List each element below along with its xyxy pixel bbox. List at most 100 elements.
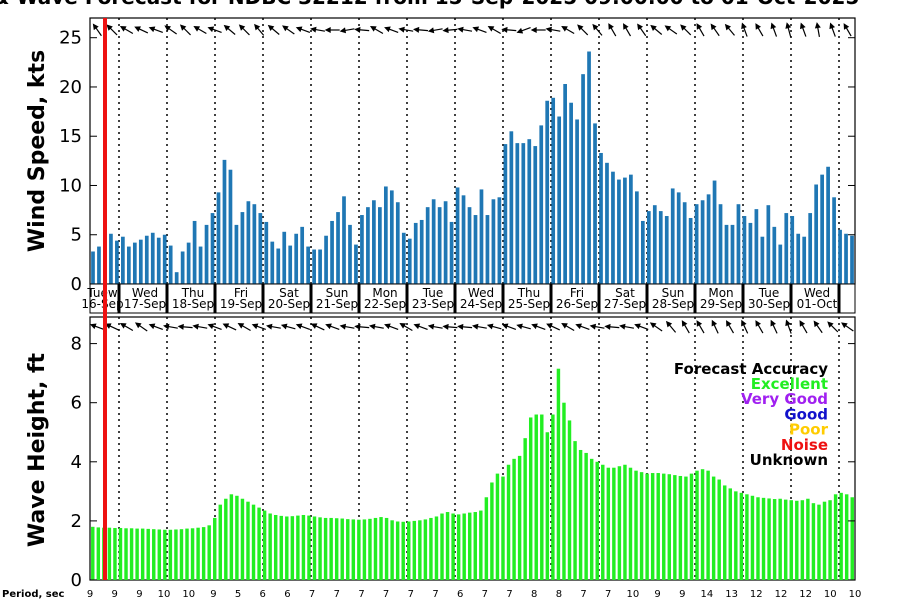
direction-arrow-icon [604,323,620,330]
bar [252,204,257,284]
bar [484,497,489,580]
bar [562,402,566,580]
day-divider [789,284,793,313]
bar [473,215,478,284]
period-tick-label: 12 [799,589,812,600]
bar [162,234,167,284]
bar [761,497,766,580]
bar [372,200,376,284]
bar [307,515,311,580]
day-date-label: 30-Sep [748,297,790,311]
direction-arrow-icon [561,26,575,35]
bar [336,212,340,284]
bar [606,467,611,580]
y-tick-label: 25 [59,28,82,49]
direction-arrow-icon [770,22,778,37]
bar [783,499,788,580]
bar [91,526,95,580]
wind-y-ticks: 0 5 10 15 20 25 [59,28,855,295]
bar [264,221,269,284]
period-tick-label: 8 [556,589,562,600]
bar [623,464,627,580]
bar [144,235,149,284]
bar [251,504,256,580]
direction-arrow-icon [238,24,250,36]
bar [551,97,556,284]
bar [180,251,185,284]
bar [645,473,649,580]
bar [736,204,741,284]
direction-arrow-icon [561,323,575,332]
day-divider [837,284,841,313]
bar [91,251,95,284]
bar [258,213,263,284]
bar [234,224,239,284]
direction-arrow-icon [486,323,502,330]
bar [712,180,717,284]
bar [605,162,609,284]
direction-arrow-icon [472,26,487,33]
bar [589,458,594,580]
bar [113,527,117,580]
bar [545,432,550,580]
bar [210,213,215,284]
direction-arrow-icon [592,23,603,36]
bar [778,244,783,284]
bar [294,233,299,284]
bar [445,512,450,580]
legend-entry: Noise [781,436,828,454]
direction-arrow-icon [530,27,546,33]
bar [646,211,651,284]
day-divider [213,284,217,313]
bar [750,495,755,580]
direction-arrow-icon [369,323,384,330]
bar [146,528,150,580]
direction-arrow-icon [148,26,163,33]
day-date-label: 27-Sep [604,297,646,311]
bar [207,525,211,580]
bar [157,529,162,580]
day-name-label: Fri [570,286,584,300]
bar [573,441,577,580]
day-date-label: 26-Sep [556,297,598,311]
direction-arrow-icon [680,24,692,36]
direction-arrow-icon [843,23,852,37]
bar [246,201,251,284]
bar [185,528,189,580]
bar [228,169,233,284]
bar [512,458,516,580]
bar [240,498,245,580]
direction-arrow-icon [577,24,589,36]
bar [811,503,816,580]
bar [640,220,645,284]
bar [658,211,663,284]
period-tick-labels: 9 9 9 10 10 9 5 6 6 7 7 7 7 7 7 6 7 7 8 8 7 7 10 9 9 14 13 12 12 12 10… [87,589,862,600]
direction-arrow-icon [310,323,325,331]
day-name-label: Thu [181,286,205,300]
bar [611,171,615,284]
bar [318,249,322,284]
bar [407,238,412,284]
wave-day-gridlines [118,317,840,580]
bar [270,241,275,284]
bar [767,498,771,580]
y-tick-label: 2 [71,511,82,532]
bar [545,100,550,284]
bar [379,517,383,580]
bar [324,235,328,284]
bar [501,476,505,580]
direction-arrow-icon [472,323,487,330]
bar [766,205,771,284]
bar [584,452,588,580]
bar [468,512,472,580]
bar [306,246,310,284]
bar [551,414,555,580]
day-divider [597,284,601,313]
direction-arrow-icon [619,323,634,330]
period-tick-label: 10 [627,589,640,600]
direction-arrow-icon [696,23,705,37]
bar [802,236,807,284]
direction-arrow-icon [841,322,854,332]
